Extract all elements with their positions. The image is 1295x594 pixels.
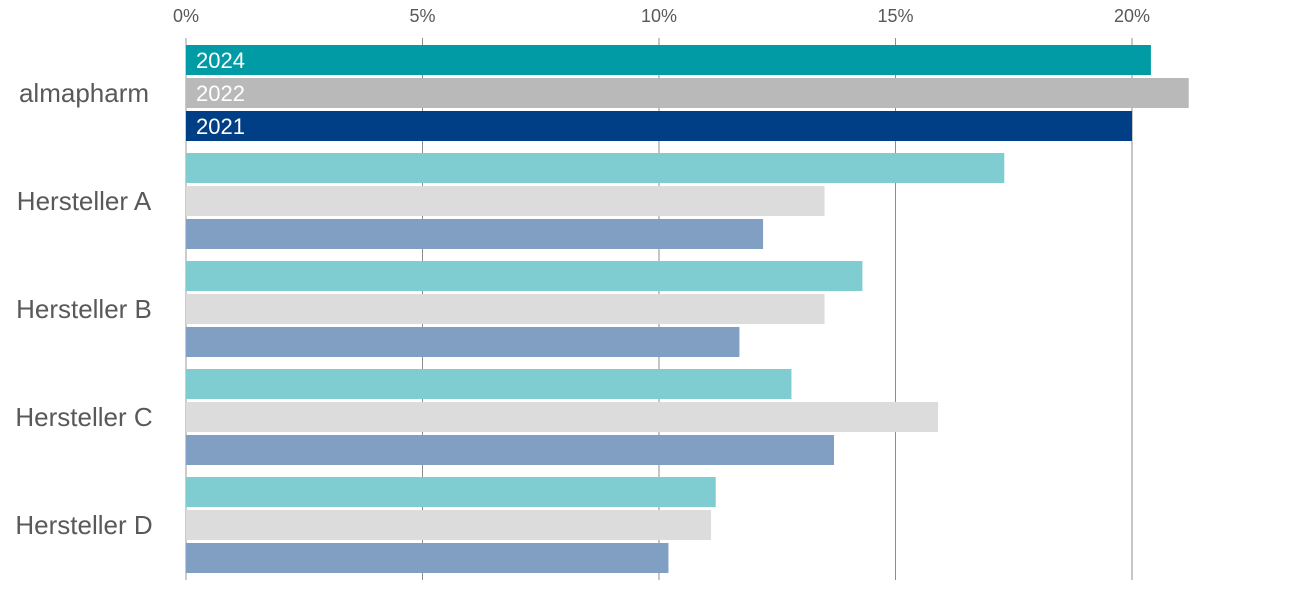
series-label-2024: 2024 [196, 48, 245, 73]
bar-2022-hersteller-b [186, 294, 825, 324]
x-axis-ticks: 0% 5% 10% 15% 20% [173, 6, 1150, 26]
series-labels: 2024 2022 2021 [196, 48, 245, 139]
bar-2021-almapharm [186, 111, 1132, 141]
bar-2021-hersteller-c [186, 435, 835, 465]
category-label: Hersteller D [15, 510, 152, 540]
series-label-2022: 2022 [196, 81, 245, 106]
bar-2021-hersteller-d [186, 543, 669, 573]
x-tick-label: 0% [173, 6, 199, 26]
x-tick-label: 20% [1114, 6, 1150, 26]
bar-2024-almapharm [186, 45, 1151, 75]
category-labels: almapharm Hersteller A Hersteller B Herstel… [15, 78, 152, 540]
bar-2022-almapharm [186, 78, 1189, 108]
bar-2024-hersteller-c [186, 369, 792, 399]
bar-2021-hersteller-a [186, 219, 764, 249]
x-tick-label: 5% [409, 6, 435, 26]
x-tick-label: 15% [877, 6, 913, 26]
category-label: almapharm [19, 78, 149, 108]
bar-2021-hersteller-b [186, 327, 740, 357]
series-label-2021: 2021 [196, 114, 245, 139]
bar-2022-hersteller-c [186, 402, 939, 432]
bar-2024-hersteller-a [186, 153, 1005, 183]
bar-2024-hersteller-b [186, 261, 863, 291]
bar-2022-hersteller-d [186, 510, 712, 540]
bar-2024-hersteller-d [186, 477, 716, 507]
bar-2022-hersteller-a [186, 186, 825, 216]
category-label: Hersteller A [17, 186, 152, 216]
bars [186, 45, 1189, 573]
category-label: Hersteller C [15, 402, 152, 432]
category-label: Hersteller B [16, 294, 152, 324]
x-tick-label: 10% [641, 6, 677, 26]
